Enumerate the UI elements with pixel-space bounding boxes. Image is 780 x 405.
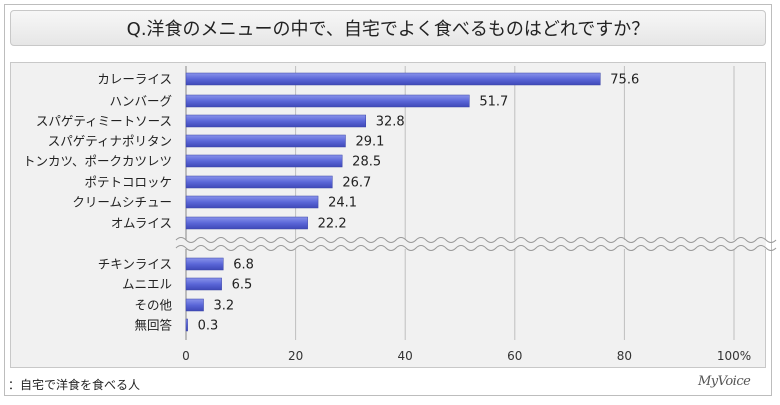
category-label: スパゲティナポリタン — [48, 134, 172, 149]
value-label: 24.1 — [328, 196, 357, 211]
axis-break-band — [176, 240, 766, 249]
x-tick-label: 60 — [507, 349, 522, 363]
footnote: ：自宅で洋食を食べる人 — [8, 378, 141, 392]
bar — [185, 216, 308, 230]
bar — [185, 114, 366, 128]
category-label: カレーライス — [97, 72, 172, 87]
plot-area — [10, 62, 766, 368]
category-label: クリームシチュー — [72, 195, 172, 210]
bar — [185, 154, 343, 168]
x-tick-label: 40 — [398, 349, 413, 363]
bar — [185, 277, 222, 291]
value-label: 75.6 — [610, 73, 639, 88]
category-label: ハンバーグ — [109, 94, 172, 109]
category-label: トンカツ、ポークカツレツ — [23, 154, 172, 169]
axis-break-line — [175, 237, 777, 243]
value-label: 28.5 — [352, 155, 381, 170]
bar — [185, 195, 319, 209]
value-label: 0.3 — [198, 319, 219, 334]
bar — [185, 318, 188, 332]
bar — [185, 134, 346, 148]
value-label: 6.8 — [233, 258, 254, 273]
axis-break-line — [175, 245, 777, 251]
value-label: 3.2 — [214, 299, 235, 314]
chart-title: Q.洋食のメニューの中で、自宅でよく食べるものはどれですか？ — [10, 10, 766, 46]
value-label: 22.2 — [318, 217, 347, 232]
x-tick-label: 80 — [617, 349, 632, 363]
bar — [185, 72, 601, 86]
category-label: スパゲティミートソース — [36, 114, 172, 129]
x-tick-label: 20 — [288, 349, 303, 363]
value-label: 32.8 — [376, 115, 405, 130]
category-label: オムライス — [111, 216, 172, 231]
bar — [185, 94, 470, 108]
category-label: 無回答 — [134, 318, 172, 333]
chart-title-text: Q.洋食のメニューの中で、自宅でよく食べるものはどれですか？ — [126, 19, 650, 40]
value-label: 51.7 — [479, 95, 508, 110]
value-label: 29.1 — [355, 135, 384, 150]
value-label: 26.7 — [342, 176, 371, 191]
brand-logo: MyVoice — [698, 374, 751, 389]
category-label: その他 — [134, 298, 172, 313]
x-tick-label: 0 — [182, 349, 190, 363]
value-label: 6.5 — [232, 278, 253, 293]
category-label: ムニエル — [122, 277, 172, 292]
category-label: ポテトコロッケ — [84, 175, 172, 190]
bar — [185, 257, 224, 271]
x-tick-label: 100% — [717, 349, 751, 363]
bar — [185, 175, 333, 189]
bar — [185, 298, 204, 312]
category-label: チキンライス — [98, 257, 172, 272]
